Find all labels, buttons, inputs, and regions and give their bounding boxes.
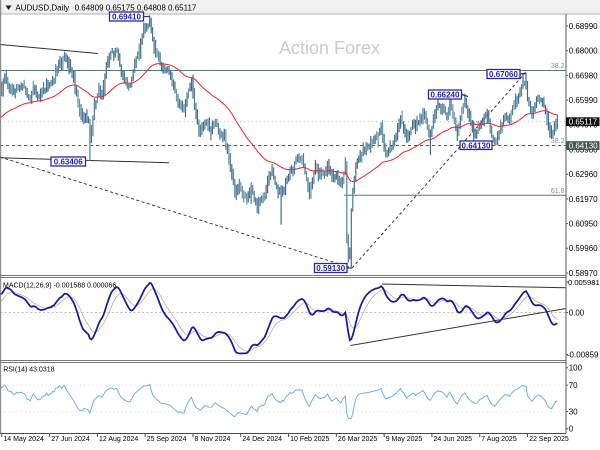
svg-text:27 Jun 2024: 27 Jun 2024: [51, 436, 90, 443]
svg-text:0.005981: 0.005981: [568, 278, 600, 287]
svg-text:Action Forex: Action Forex: [279, 38, 380, 58]
svg-text:AUDUSD,Daily: AUDUSD,Daily: [15, 3, 69, 12]
svg-text:30: 30: [569, 408, 578, 417]
svg-text:0.68000: 0.68000: [569, 47, 598, 56]
svg-text:0.59130: 0.59130: [316, 264, 345, 273]
svg-text:0: 0: [569, 425, 574, 434]
svg-text:100: 100: [569, 364, 583, 373]
svg-text:24 Jun 2025: 24 Jun 2025: [434, 436, 473, 443]
svg-text:70: 70: [569, 381, 578, 390]
svg-text:24 Dec 2024: 24 Dec 2024: [242, 436, 282, 443]
svg-text:22 Sep 2025: 22 Sep 2025: [529, 436, 569, 443]
svg-text:0.66240: 0.66240: [431, 91, 460, 100]
svg-text:0.68990: 0.68990: [569, 22, 598, 31]
svg-text:MACD(12,26,9) -0.001588 0.0000: MACD(12,26,9) -0.001588 0.000066: [3, 283, 116, 290]
svg-text:0.65117: 0.65117: [569, 117, 598, 126]
svg-text:0.64130: 0.64130: [462, 141, 491, 150]
svg-text:38.2: 38.2: [551, 138, 565, 145]
svg-text:0.60950: 0.60950: [569, 220, 598, 229]
svg-text:8 Nov 2024: 8 Nov 2024: [195, 436, 231, 443]
svg-text:12 Aug 2024: 12 Aug 2024: [99, 436, 138, 443]
svg-text:14 May 2024: 14 May 2024: [3, 436, 44, 443]
svg-text:25 Sep 2024: 25 Sep 2024: [147, 436, 187, 443]
svg-text:0.61970: 0.61970: [569, 195, 598, 204]
svg-text:26 Mar 2025: 26 Mar 2025: [338, 436, 377, 443]
svg-text:0.64130: 0.64130: [569, 141, 598, 150]
svg-text:10 Feb 2025: 10 Feb 2025: [290, 436, 329, 443]
svg-text:0.62960: 0.62960: [569, 170, 598, 179]
svg-text:RSI(14) 43.0318: RSI(14) 43.0318: [3, 367, 54, 374]
svg-text:61.8: 61.8: [551, 188, 565, 195]
svg-text:0.66980: 0.66980: [569, 71, 598, 80]
svg-text:-0.00859: -0.00859: [567, 350, 599, 359]
svg-text:0.59960: 0.59960: [569, 244, 598, 253]
svg-text:9 May 2025: 9 May 2025: [386, 436, 423, 443]
svg-text:0.00: 0.00: [569, 308, 585, 317]
svg-text:38.2: 38.2: [551, 63, 565, 70]
svg-text:0.69410: 0.69410: [112, 13, 141, 22]
svg-text:7 Aug 2025: 7 Aug 2025: [481, 436, 517, 443]
svg-text:0.67060: 0.67060: [489, 70, 518, 79]
svg-text:0.64809 0.65175 0.64808 0.6: 0.64809 0.65175 0.64808 0.65117: [75, 3, 197, 12]
svg-text:0.58970: 0.58970: [569, 269, 598, 278]
svg-text:0.63406: 0.63406: [54, 158, 83, 167]
svg-text:0.65990: 0.65990: [569, 96, 598, 105]
